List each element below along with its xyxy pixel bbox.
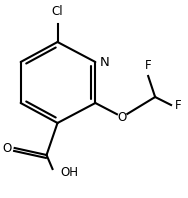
- Text: F: F: [175, 98, 182, 111]
- Text: Cl: Cl: [52, 5, 63, 18]
- Text: O: O: [118, 110, 127, 124]
- Text: O: O: [2, 142, 12, 154]
- Text: F: F: [145, 59, 152, 72]
- Text: OH: OH: [61, 166, 79, 179]
- Text: N: N: [99, 55, 109, 69]
